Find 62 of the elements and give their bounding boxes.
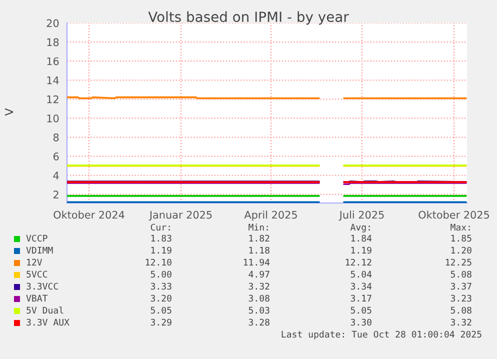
text: Cur: [150, 224, 170, 231]
legend-label: 5V Dual [26, 306, 64, 314]
text: 1.18 [249, 246, 270, 254]
text: 3.23 [450, 294, 472, 302]
text: 5.05 [150, 306, 172, 314]
text: 3.30 [350, 318, 372, 326]
y-tick-label: 20 [46, 19, 59, 28]
text: 1.83 [151, 234, 172, 242]
legend-label: 5VCC [26, 270, 48, 278]
text: 1.19 [151, 246, 172, 254]
y-tick-label: 10 [47, 114, 59, 122]
text: 5.05 [350, 306, 372, 314]
legend-label: VBAT [26, 294, 48, 302]
text: 3.32 [248, 282, 270, 290]
text: 1.20 [451, 246, 472, 254]
y-tick-label: 18 [47, 38, 59, 46]
y-tick-label: 6 [53, 152, 59, 160]
text: 12.12 [346, 258, 372, 266]
text: 3.32 [450, 318, 472, 326]
legend-label: 12V [27, 258, 42, 266]
text: 3.37 [450, 282, 472, 290]
text: 5.03 [248, 306, 270, 314]
y-tick-label: 2 [53, 190, 58, 198]
y-tick-label: 8 [53, 134, 59, 142]
text: 1.85 [451, 234, 472, 242]
y-axis-title: V [4, 108, 14, 116]
text: 5.08 [450, 306, 472, 314]
text: 5.04 [350, 270, 372, 278]
text: Min: [248, 224, 268, 231]
text: 12.10 [146, 258, 172, 266]
text: 1.82 [249, 234, 270, 242]
text: 3.29 [150, 318, 172, 326]
text: Avg: [350, 224, 370, 232]
legend-label: 3.3VCC [26, 282, 58, 290]
text: 3.17 [350, 294, 372, 302]
y-tick-label: 4 [53, 172, 59, 180]
x-tick-label: Oktober 2025 [418, 210, 489, 219]
legend-label: 3.3V AUX [26, 318, 70, 326]
text: 4.97 [248, 270, 270, 278]
text: 12.25 [446, 258, 472, 266]
text: 3.28 [248, 318, 270, 326]
x-tick-label: April 2025 [244, 210, 297, 221]
text: Last update: Tue Oct 28 01:00:04 2025 [282, 330, 482, 340]
text: 3.34 [350, 282, 372, 290]
text: 3.08 [248, 294, 270, 302]
text: 3.33 [150, 282, 172, 290]
y-tick-label: 14 [47, 76, 59, 84]
text: 5.00 [150, 270, 172, 278]
y-tick-label: 16 [47, 57, 59, 66]
x-tick-label: Juli 2025 [338, 210, 384, 221]
text: 1.84 [351, 234, 372, 242]
text: 11.94 [244, 258, 270, 266]
y-tick-label: 12 [47, 95, 58, 104]
chart-title: Volts based on IPMI - by year [148, 11, 349, 25]
text: 5.08 [450, 270, 472, 278]
x-tick-label: Oktober 2024 [54, 210, 124, 219]
text: 1.19 [351, 246, 372, 254]
legend-label: VCCP [26, 234, 48, 242]
text: 3.20 [150, 294, 172, 302]
x-tick-label: Januar 2025 [148, 210, 212, 221]
legend-label: VDIMM [26, 246, 53, 254]
text: Max: [450, 224, 470, 231]
